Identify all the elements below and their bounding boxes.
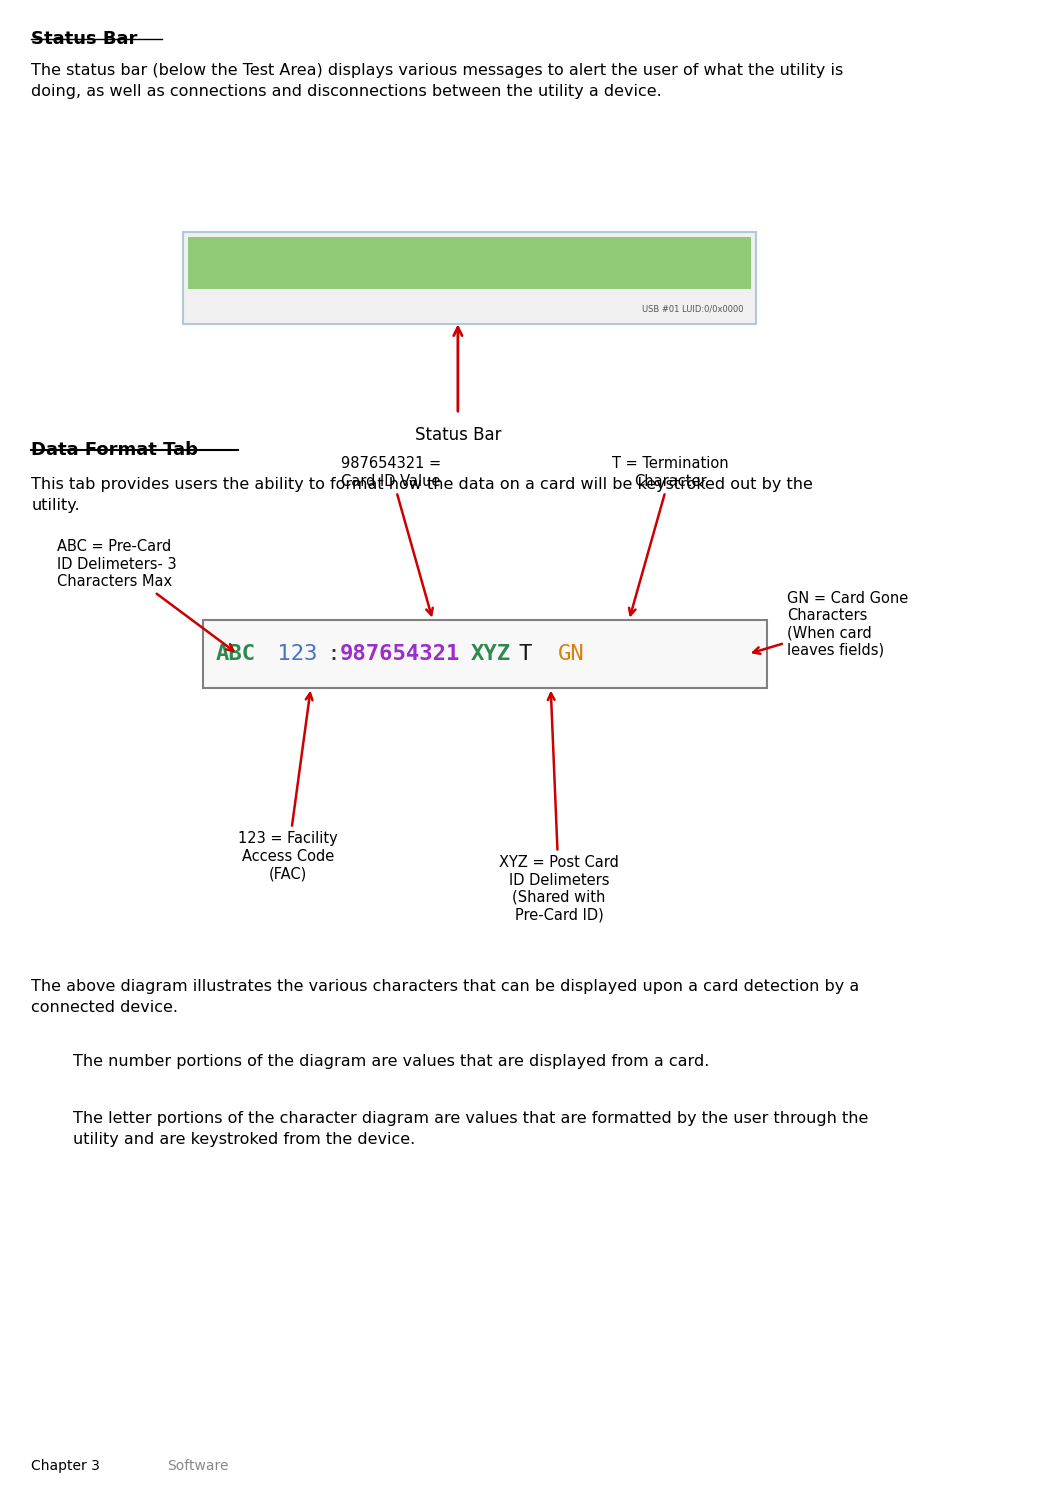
Text: ABC: ABC (216, 644, 256, 664)
Text: The letter portions of the character diagram are values that are formatted by th: The letter portions of the character dia… (73, 1111, 869, 1147)
Text: :: : (314, 644, 354, 664)
Text: Status Bar: Status Bar (415, 426, 501, 444)
FancyBboxPatch shape (203, 620, 767, 688)
Text: The status bar (below the Test Area) displays various messages to alert the user: The status bar (below the Test Area) dis… (31, 63, 844, 99)
Text: XYZ = Post Card
ID Delimeters
(Shared with
Pre-Card ID): XYZ = Post Card ID Delimeters (Shared wi… (500, 694, 618, 922)
Text: ABC = Pre-Card
ID Delimeters- 3
Characters Max: ABC = Pre-Card ID Delimeters- 3 Characte… (57, 540, 234, 650)
Text: Status Bar: Status Bar (31, 30, 138, 48)
Text: This tab provides users the ability to format how the data on a card will be key: This tab provides users the ability to f… (31, 477, 814, 513)
FancyBboxPatch shape (183, 232, 756, 324)
Text: 987654321 =
Card ID Value: 987654321 = Card ID Value (341, 456, 441, 614)
Text: 123 = Facility
Access Code
(FAC): 123 = Facility Access Code (FAC) (238, 694, 338, 881)
Text: USB #01 LUID:0/0x0000: USB #01 LUID:0/0x0000 (642, 305, 744, 314)
Text: Software: Software (167, 1459, 228, 1473)
Text: T = Termination
Character: T = Termination Character (612, 456, 729, 614)
Text: Data Format Tab: Data Format Tab (31, 441, 198, 459)
Text: XYZ: XYZ (470, 644, 510, 664)
Text: 123: 123 (264, 644, 317, 664)
Text: 987654321: 987654321 (340, 644, 460, 664)
Text: The number portions of the diagram are values that are displayed from a card.: The number portions of the diagram are v… (73, 1054, 709, 1069)
Text: The above diagram illustrates the various characters that can be displayed upon : The above diagram illustrates the variou… (31, 979, 859, 1015)
FancyBboxPatch shape (188, 238, 751, 289)
Text: T: T (518, 644, 532, 664)
Text: Chapter 3: Chapter 3 (31, 1459, 100, 1473)
Text: GN: GN (558, 644, 585, 664)
Text: GN = Card Gone
Characters
(When card
leaves fields): GN = Card Gone Characters (When card lea… (753, 591, 908, 658)
